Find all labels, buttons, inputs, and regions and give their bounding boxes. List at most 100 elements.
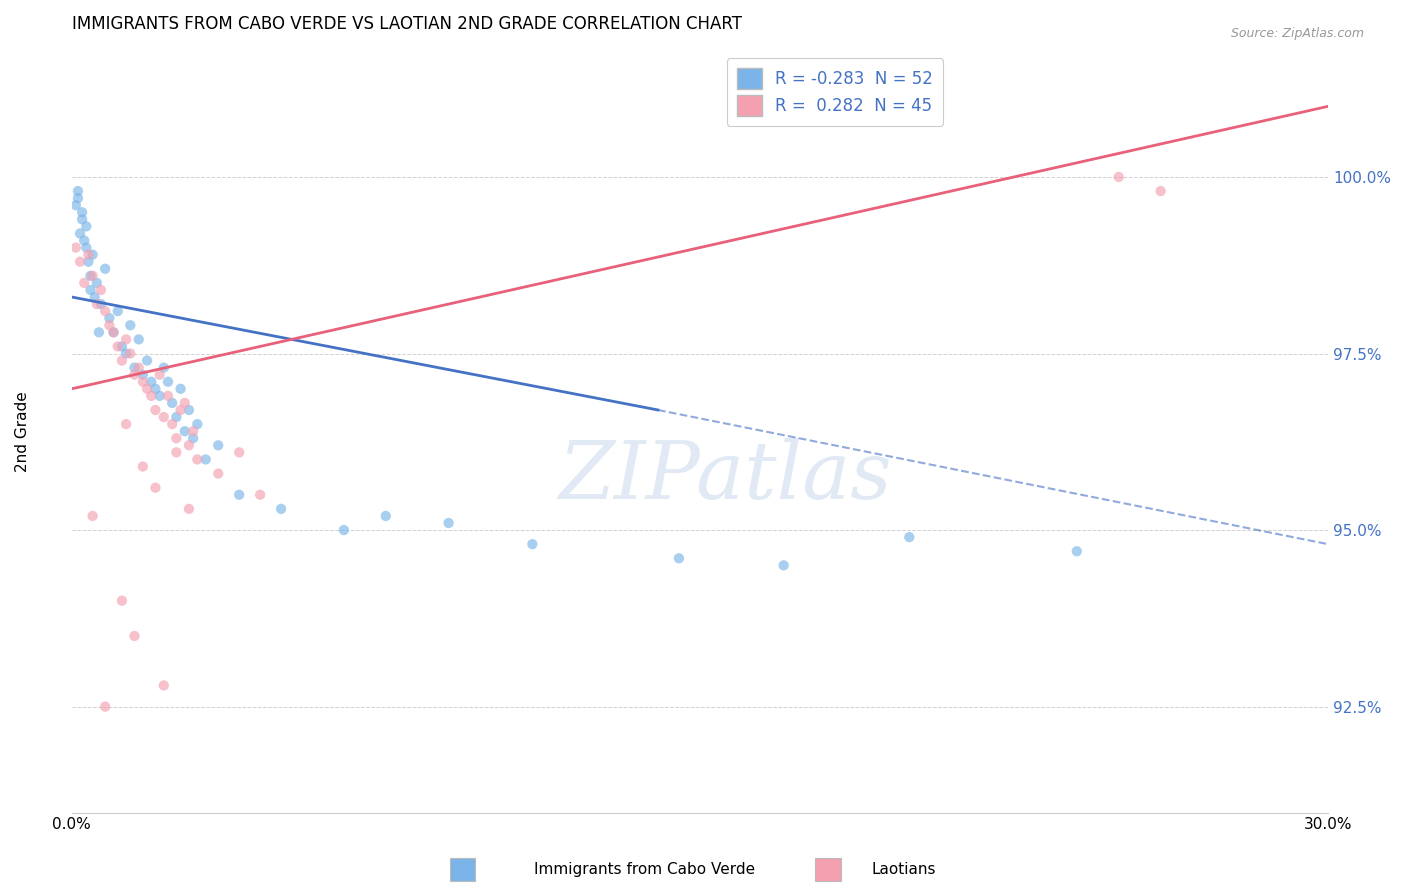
Point <box>75 241 97 255</box>
Point <box>194 452 217 467</box>
Point <box>136 382 159 396</box>
Point <box>90 283 112 297</box>
Point <box>107 304 129 318</box>
Point <box>115 417 138 431</box>
Point <box>228 488 250 502</box>
Point <box>82 508 104 523</box>
Point <box>153 410 176 425</box>
Point <box>73 234 96 248</box>
Point <box>1149 184 1171 198</box>
Point <box>270 501 292 516</box>
Point <box>73 276 96 290</box>
Point <box>173 396 195 410</box>
Point <box>120 346 142 360</box>
Text: IMMIGRANTS FROM CABO VERDE VS LAOTIAN 2ND GRADE CORRELATION CHART: IMMIGRANTS FROM CABO VERDE VS LAOTIAN 2N… <box>72 15 742 33</box>
Point <box>1108 169 1130 184</box>
Point <box>160 417 183 431</box>
Point <box>374 508 396 523</box>
Text: ZIPatlas: ZIPatlas <box>558 438 891 516</box>
Point <box>79 283 101 297</box>
Point <box>145 403 167 417</box>
Point <box>149 368 172 382</box>
Point <box>207 438 229 452</box>
Point <box>75 219 97 234</box>
Point <box>898 530 921 544</box>
Point <box>132 375 155 389</box>
Point <box>153 678 176 692</box>
Point <box>94 699 117 714</box>
Point <box>79 268 101 283</box>
Point <box>522 537 544 551</box>
Point <box>173 424 195 438</box>
Text: Laotians: Laotians <box>872 863 936 877</box>
Point <box>132 368 155 382</box>
Point <box>98 318 121 333</box>
Point <box>128 332 150 346</box>
Point <box>156 375 179 389</box>
Point <box>249 488 271 502</box>
Y-axis label: 2nd Grade: 2nd Grade <box>15 391 30 472</box>
Point <box>90 297 112 311</box>
Point <box>128 360 150 375</box>
Point <box>103 326 125 340</box>
Point <box>165 410 187 425</box>
Point <box>115 332 138 346</box>
Point <box>145 481 167 495</box>
Point <box>153 360 176 375</box>
Point <box>98 311 121 326</box>
Point <box>94 261 117 276</box>
Point <box>177 403 200 417</box>
Point <box>132 459 155 474</box>
Point <box>66 191 89 205</box>
Point <box>141 375 163 389</box>
Point <box>149 389 172 403</box>
Point <box>66 184 89 198</box>
Point <box>70 212 93 227</box>
Point <box>111 593 134 607</box>
Point <box>181 431 204 445</box>
Point <box>111 353 134 368</box>
Text: Immigrants from Cabo Verde: Immigrants from Cabo Verde <box>534 863 755 877</box>
Point <box>94 304 117 318</box>
Point <box>69 254 91 268</box>
Point <box>83 290 105 304</box>
Point <box>65 198 87 212</box>
Point <box>333 523 356 537</box>
Point <box>124 629 146 643</box>
Point <box>160 396 183 410</box>
Point <box>145 382 167 396</box>
Point <box>115 346 138 360</box>
Point <box>82 247 104 261</box>
Point <box>156 389 179 403</box>
Point <box>86 276 108 290</box>
Point <box>69 227 91 241</box>
Point <box>207 467 229 481</box>
Legend: R = -0.283  N = 52, R =  0.282  N = 45: R = -0.283 N = 52, R = 0.282 N = 45 <box>727 58 943 126</box>
Point <box>77 254 100 268</box>
Point <box>77 247 100 261</box>
Point <box>177 501 200 516</box>
Point <box>1066 544 1088 558</box>
Point <box>186 452 208 467</box>
Point <box>86 297 108 311</box>
Point <box>124 368 146 382</box>
Point <box>136 353 159 368</box>
Point <box>169 382 191 396</box>
Text: Source: ZipAtlas.com: Source: ZipAtlas.com <box>1230 27 1364 40</box>
Point <box>107 339 129 353</box>
Point <box>141 389 163 403</box>
Point <box>124 360 146 375</box>
Point <box>437 516 460 530</box>
Point <box>165 431 187 445</box>
Point <box>87 326 110 340</box>
Point <box>65 241 87 255</box>
Point <box>186 417 208 431</box>
Point <box>165 445 187 459</box>
Point <box>103 326 125 340</box>
Point <box>177 438 200 452</box>
Point <box>772 558 794 573</box>
Point <box>181 424 204 438</box>
Point <box>70 205 93 219</box>
Point <box>228 445 250 459</box>
Point <box>668 551 690 566</box>
